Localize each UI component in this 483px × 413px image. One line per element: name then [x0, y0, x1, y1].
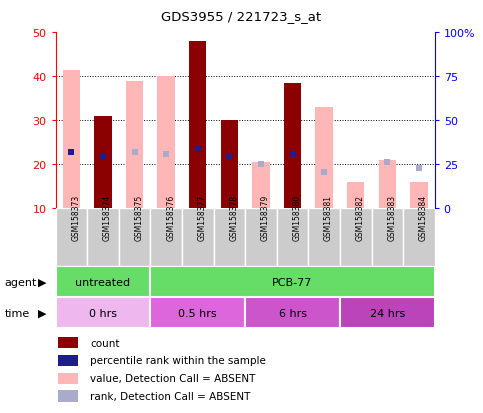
Text: GSM158382: GSM158382: [355, 194, 365, 240]
Bar: [245, 297, 340, 328]
Text: ▶: ▶: [38, 277, 47, 287]
Bar: [58, 390, 78, 401]
Text: ▶: ▶: [38, 308, 47, 318]
Bar: [56, 209, 87, 266]
Bar: [308, 209, 340, 266]
Bar: [150, 297, 245, 328]
Bar: [189, 42, 206, 209]
Text: 24 hrs: 24 hrs: [369, 308, 405, 318]
Bar: [94, 116, 112, 209]
Text: GSM158374: GSM158374: [103, 194, 112, 240]
Text: GSM158383: GSM158383: [387, 194, 397, 240]
Text: value, Detection Call = ABSENT: value, Detection Call = ABSENT: [90, 373, 256, 383]
Text: 0.5 hrs: 0.5 hrs: [178, 308, 217, 318]
Text: rank, Detection Call = ABSENT: rank, Detection Call = ABSENT: [90, 391, 251, 401]
Text: GSM158377: GSM158377: [198, 194, 207, 240]
Bar: [126, 81, 143, 209]
Text: agent: agent: [5, 277, 37, 287]
Bar: [284, 83, 301, 209]
Text: GSM158381: GSM158381: [324, 194, 333, 240]
Bar: [87, 209, 119, 266]
Bar: [340, 209, 371, 266]
Bar: [410, 182, 427, 209]
Bar: [221, 121, 238, 209]
Bar: [315, 108, 333, 209]
Text: untreated: untreated: [75, 277, 130, 287]
Text: time: time: [5, 308, 30, 318]
Bar: [58, 373, 78, 384]
Bar: [379, 160, 396, 209]
Text: 0 hrs: 0 hrs: [89, 308, 117, 318]
Bar: [150, 209, 182, 266]
Bar: [277, 209, 308, 266]
Bar: [213, 209, 245, 266]
Bar: [252, 162, 270, 209]
Bar: [56, 297, 150, 328]
Bar: [403, 209, 435, 266]
Bar: [63, 70, 80, 209]
Text: GDS3955 / 221723_s_at: GDS3955 / 221723_s_at: [161, 10, 322, 23]
Text: count: count: [90, 338, 120, 348]
Bar: [371, 209, 403, 266]
Bar: [119, 209, 150, 266]
Text: GSM158373: GSM158373: [71, 194, 80, 240]
Text: percentile rank within the sample: percentile rank within the sample: [90, 356, 266, 366]
Bar: [182, 209, 213, 266]
Text: GSM158378: GSM158378: [229, 194, 238, 240]
Bar: [157, 77, 175, 209]
Text: GSM158376: GSM158376: [166, 194, 175, 240]
Text: GSM158380: GSM158380: [293, 194, 301, 240]
Bar: [340, 297, 435, 328]
Bar: [58, 337, 78, 349]
Bar: [58, 355, 78, 366]
Text: GSM158379: GSM158379: [261, 194, 270, 240]
Bar: [245, 209, 277, 266]
Bar: [347, 182, 364, 209]
Text: 6 hrs: 6 hrs: [279, 308, 307, 318]
Text: GSM158375: GSM158375: [135, 194, 143, 240]
Bar: [56, 266, 150, 297]
Bar: [150, 266, 435, 297]
Text: GSM158384: GSM158384: [419, 194, 428, 240]
Text: PCB-77: PCB-77: [272, 277, 313, 287]
